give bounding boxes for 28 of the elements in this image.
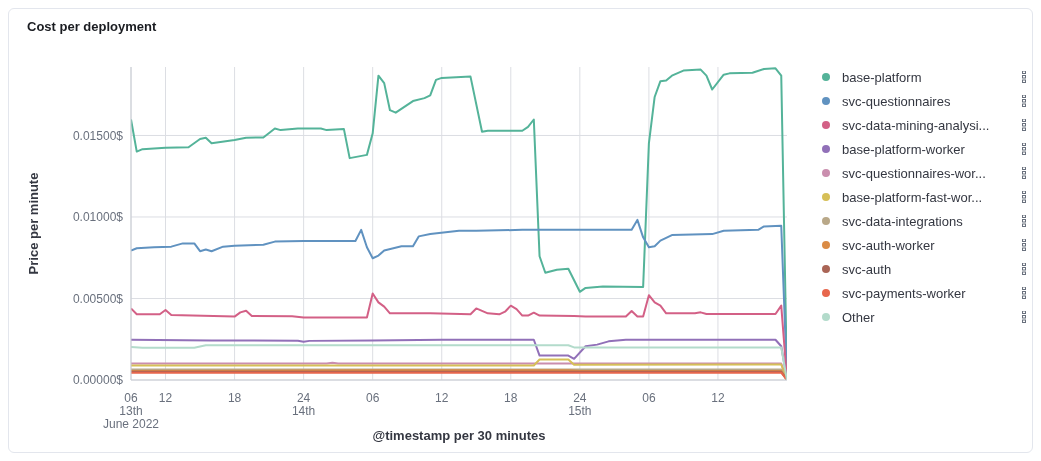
legend-label: base-platform xyxy=(842,69,923,85)
legend-label: svc-data-mining-analysi... xyxy=(842,117,991,133)
x-tick-label: 12 xyxy=(158,391,173,405)
legend-label: base-platform-worker xyxy=(842,141,966,157)
x-axis-title: @timestamp per 30 minutes xyxy=(372,428,546,443)
x-tick-label: 18 xyxy=(227,391,242,405)
x-tick-label: 24 14th xyxy=(291,391,316,418)
x-tick-label: 06 xyxy=(642,391,656,405)
y-tick-label: 0.01000$ xyxy=(72,210,124,225)
legend-label: Other xyxy=(842,309,876,325)
x-tick-label: 18 xyxy=(504,391,518,405)
x-tick-label: 06 13th June 2022 xyxy=(102,391,160,431)
legend-label: svc-data-integrations xyxy=(842,213,964,229)
legend-label: base-platform-fast-wor... xyxy=(842,189,984,205)
chart-title: Cost per deployment xyxy=(27,19,157,34)
legend-label: svc-payments-worker xyxy=(842,285,967,301)
legend-label: svc-auth xyxy=(842,261,893,277)
x-tick-label: 12 xyxy=(711,391,725,405)
x-tick-label: 24 15th xyxy=(568,391,592,418)
legend-label: svc-auth-worker xyxy=(842,237,936,253)
legend-label: svc-questionnaires xyxy=(842,93,952,109)
y-tick-label: 0.01500$ xyxy=(72,128,124,143)
y-tick-label: 0.00500$ xyxy=(72,291,124,306)
x-tick-label: 12 xyxy=(435,391,449,405)
y-axis-title: Price per minute xyxy=(25,172,41,275)
x-tick-label: 06 xyxy=(366,391,380,405)
y-tick-label: 0.00000$ xyxy=(72,373,124,388)
legend-label: svc-questionnaires-wor... xyxy=(842,165,987,181)
